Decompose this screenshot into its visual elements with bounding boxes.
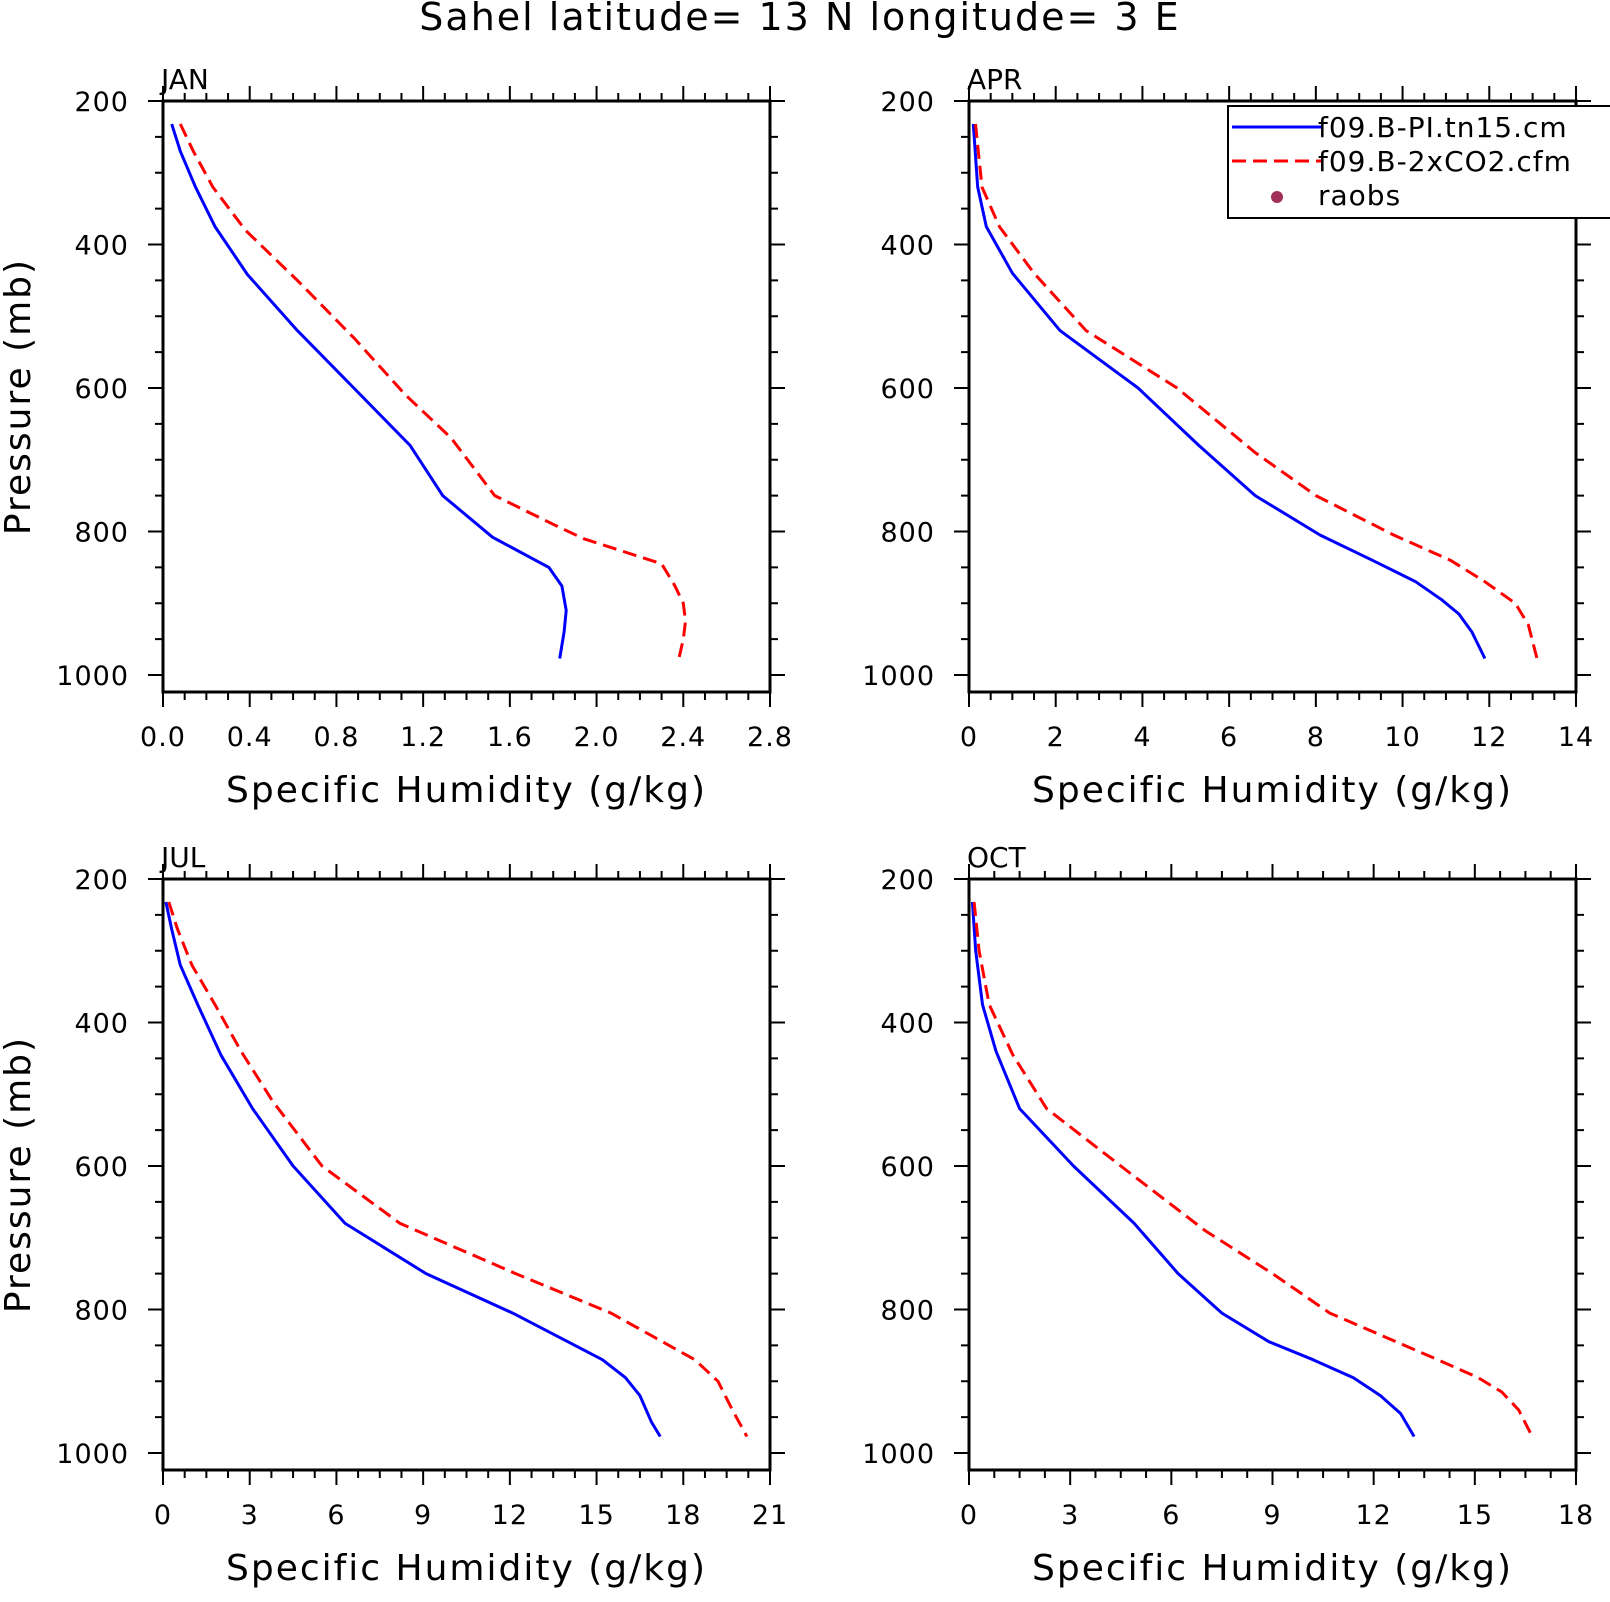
panel-oct: OCT 0 3 6 9 12 15 18 200 400 600 800 1000 Specific Hu… bbox=[862, 841, 1594, 1589]
y-tick-label: 400 bbox=[74, 1009, 129, 1040]
x-tick-label: 0 bbox=[154, 1500, 172, 1531]
y-tick-label: 600 bbox=[880, 1152, 935, 1183]
series-line-b-2xco2 bbox=[178, 123, 687, 659]
x-tick-label: 12 bbox=[492, 1500, 528, 1531]
x-tick-label: 15 bbox=[1457, 1500, 1493, 1531]
x-tick-label: 8 bbox=[1307, 722, 1325, 753]
panel-label: JUL bbox=[159, 841, 206, 874]
series-line-b-pi bbox=[164, 901, 662, 1438]
x-tick-label: 3 bbox=[1061, 1500, 1079, 1531]
y-axis-label: Pressure (mb) bbox=[0, 258, 39, 535]
y-tick-label: 1000 bbox=[862, 661, 935, 692]
panel-jul: JUL 0 3 6 9 12 15 18 21 200 400 600 800 1000 Specific … bbox=[0, 841, 788, 1589]
y-tick-label: 800 bbox=[880, 518, 935, 549]
x-tick-label: 1.6 bbox=[487, 722, 533, 753]
x-tick-label: 0.8 bbox=[313, 722, 359, 753]
figure-title: Sahel latitude= 13 N longitude= 3 E bbox=[419, 0, 1180, 39]
legend-box bbox=[1227, 105, 1610, 219]
series-line-b-pi bbox=[170, 123, 568, 659]
x-axis-label: Specific Humidity (g/kg) bbox=[226, 1548, 707, 1589]
legend-label: f09.B-2xCO2.cfm bbox=[1318, 145, 1572, 178]
series-line-b-2xco2 bbox=[974, 123, 1539, 659]
x-tick-label: 9 bbox=[1263, 1500, 1281, 1531]
x-tick-label: 15 bbox=[578, 1500, 614, 1531]
y-tick-label: 600 bbox=[880, 374, 935, 405]
x-tick-label: 0.0 bbox=[140, 722, 186, 753]
panel-label: JAN bbox=[159, 63, 209, 96]
x-tick-label: 0.4 bbox=[227, 722, 273, 753]
panel-jan: JAN 0.0 0.4 0.8 1.2 1.6 2.0 2.4 2.8 200 400 600 800 1… bbox=[0, 63, 793, 811]
y-tick-label: 400 bbox=[880, 231, 935, 262]
x-tick-label: 6 bbox=[1220, 722, 1238, 753]
x-tick-label: 0 bbox=[960, 722, 978, 753]
x-tick-label: 18 bbox=[1558, 1500, 1594, 1531]
y-tick-label: 200 bbox=[880, 865, 935, 896]
y-tick-label: 1000 bbox=[56, 661, 129, 692]
y-tick-label: 200 bbox=[74, 87, 129, 118]
x-tick-label: 12 bbox=[1355, 1500, 1391, 1531]
x-tick-label: 2 bbox=[1047, 722, 1065, 753]
y-tick-label: 200 bbox=[880, 87, 935, 118]
y-axis-label: Pressure (mb) bbox=[0, 1036, 39, 1313]
y-tick-label: 400 bbox=[74, 231, 129, 262]
x-tick-label: 9 bbox=[414, 1500, 432, 1531]
x-tick-label: 21 bbox=[752, 1500, 788, 1531]
series-line-b-2xco2 bbox=[972, 901, 1534, 1438]
y-tick-label: 800 bbox=[880, 1296, 935, 1327]
x-tick-label: 6 bbox=[327, 1500, 345, 1531]
panel-label: APR bbox=[967, 63, 1023, 96]
legend-label: f09.B-PI.tn15.cm bbox=[1318, 111, 1568, 144]
y-tick-label: 200 bbox=[74, 865, 129, 896]
x-tick-label: 2.0 bbox=[574, 722, 620, 753]
x-axis-label: Specific Humidity (g/kg) bbox=[1032, 770, 1513, 811]
x-tick-label: 18 bbox=[665, 1500, 701, 1531]
y-tick-label: 600 bbox=[74, 374, 129, 405]
x-axis-label: Specific Humidity (g/kg) bbox=[226, 770, 707, 811]
x-tick-label: 3 bbox=[241, 1500, 259, 1531]
x-tick-label: 4 bbox=[1133, 722, 1151, 753]
x-tick-label: 0 bbox=[960, 1500, 978, 1531]
x-tick-label: 1.2 bbox=[400, 722, 446, 753]
y-tick-label: 1000 bbox=[862, 1439, 935, 1470]
legend-marker-raobs bbox=[1271, 191, 1283, 203]
x-tick-label: 2.8 bbox=[747, 722, 793, 753]
x-tick-label: 14 bbox=[1558, 722, 1594, 753]
plot-frame bbox=[161, 99, 772, 694]
series-line-b-2xco2 bbox=[167, 901, 749, 1438]
y-tick-label: 600 bbox=[74, 1152, 129, 1183]
panel-label: OCT bbox=[967, 841, 1027, 874]
x-tick-label: 12 bbox=[1471, 722, 1507, 753]
x-tick-label: 10 bbox=[1384, 722, 1420, 753]
y-tick-label: 800 bbox=[74, 1296, 129, 1327]
series-line-b-pi bbox=[971, 123, 1487, 660]
x-axis-label: Specific Humidity (g/kg) bbox=[1032, 1548, 1513, 1589]
y-tick-label: 1000 bbox=[56, 1439, 129, 1470]
legend-label: raobs bbox=[1318, 179, 1401, 212]
x-tick-label: 6 bbox=[1162, 1500, 1180, 1531]
y-tick-label: 800 bbox=[74, 518, 129, 549]
y-tick-label: 400 bbox=[880, 1009, 935, 1040]
series-line-b-pi bbox=[970, 901, 1416, 1438]
x-tick-label: 2.4 bbox=[660, 722, 706, 753]
plot-frame bbox=[161, 877, 772, 1472]
